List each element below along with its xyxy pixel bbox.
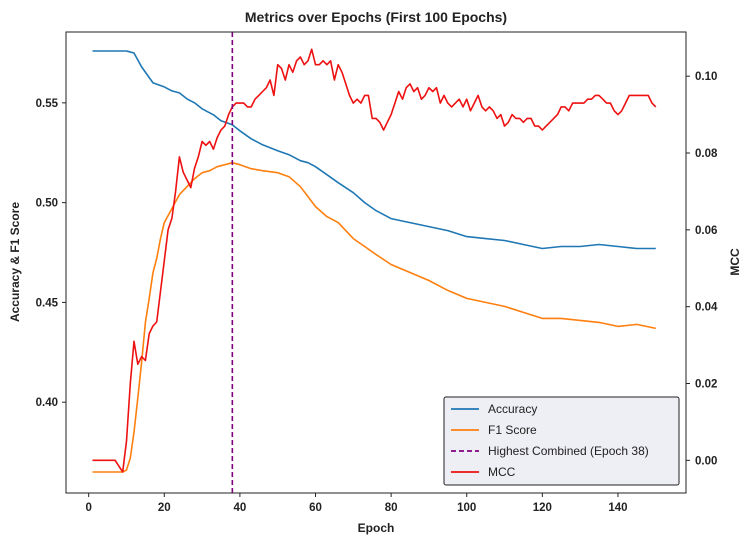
x-tick-label: 0 <box>85 502 91 514</box>
series-layer <box>92 32 657 493</box>
y-right-tick-label: 0.08 <box>695 148 718 160</box>
y-axis-label-left: Accuracy & F1 Score <box>8 202 22 322</box>
y-right-tick-label: 0.10 <box>695 71 717 83</box>
x-tick-label: 80 <box>385 502 398 514</box>
series-line-f1-score <box>92 161 656 473</box>
ticks-layer: 0 20 40 60 80 100 120 140 0.40 0.45 0.50 0.55 0.00 0.… <box>36 71 718 514</box>
chart-title: Metrics over Epochs (First 100 Epochs) <box>245 9 507 25</box>
y-right-tick-label: 0.02 <box>695 379 717 391</box>
plot-frame <box>65 31 687 494</box>
legend-label-accuracy: Accuracy <box>488 402 537 416</box>
legend-label-f1-score: F1 Score <box>488 423 537 437</box>
x-axis-label: Epoch <box>358 521 395 535</box>
y-axis-label-right: MCC <box>728 248 742 276</box>
y-right-tick-label: 0.04 <box>695 302 718 314</box>
legend-box <box>443 396 680 486</box>
y-left-tick-label: 0.50 <box>36 198 58 210</box>
x-tick-label: 60 <box>309 502 322 514</box>
x-tick-label: 40 <box>234 502 247 514</box>
series-line-mcc <box>92 48 657 473</box>
legend-label-mcc: MCC <box>488 465 516 479</box>
y-right-tick-label: 0.06 <box>695 225 717 237</box>
y-left-tick-label: 0.55 <box>36 98 59 110</box>
series-line-accuracy <box>92 50 656 250</box>
legend: Accuracy F1 Score Highest Combined (Epoch … <box>443 396 680 486</box>
y-right-tick-label: 0.00 <box>695 455 717 467</box>
x-tick-label: 100 <box>457 502 476 514</box>
y-left-tick-label: 0.40 <box>36 397 58 409</box>
y-left-tick-label: 0.45 <box>36 297 59 309</box>
x-tick-label: 20 <box>158 502 171 514</box>
x-tick-label: 120 <box>533 502 552 514</box>
legend-label-highest-combined: Highest Combined (Epoch 38) <box>488 444 649 458</box>
x-tick-label: 140 <box>608 502 627 514</box>
legend-items: Accuracy F1 Score Highest Combined (Epoch … <box>451 402 649 479</box>
